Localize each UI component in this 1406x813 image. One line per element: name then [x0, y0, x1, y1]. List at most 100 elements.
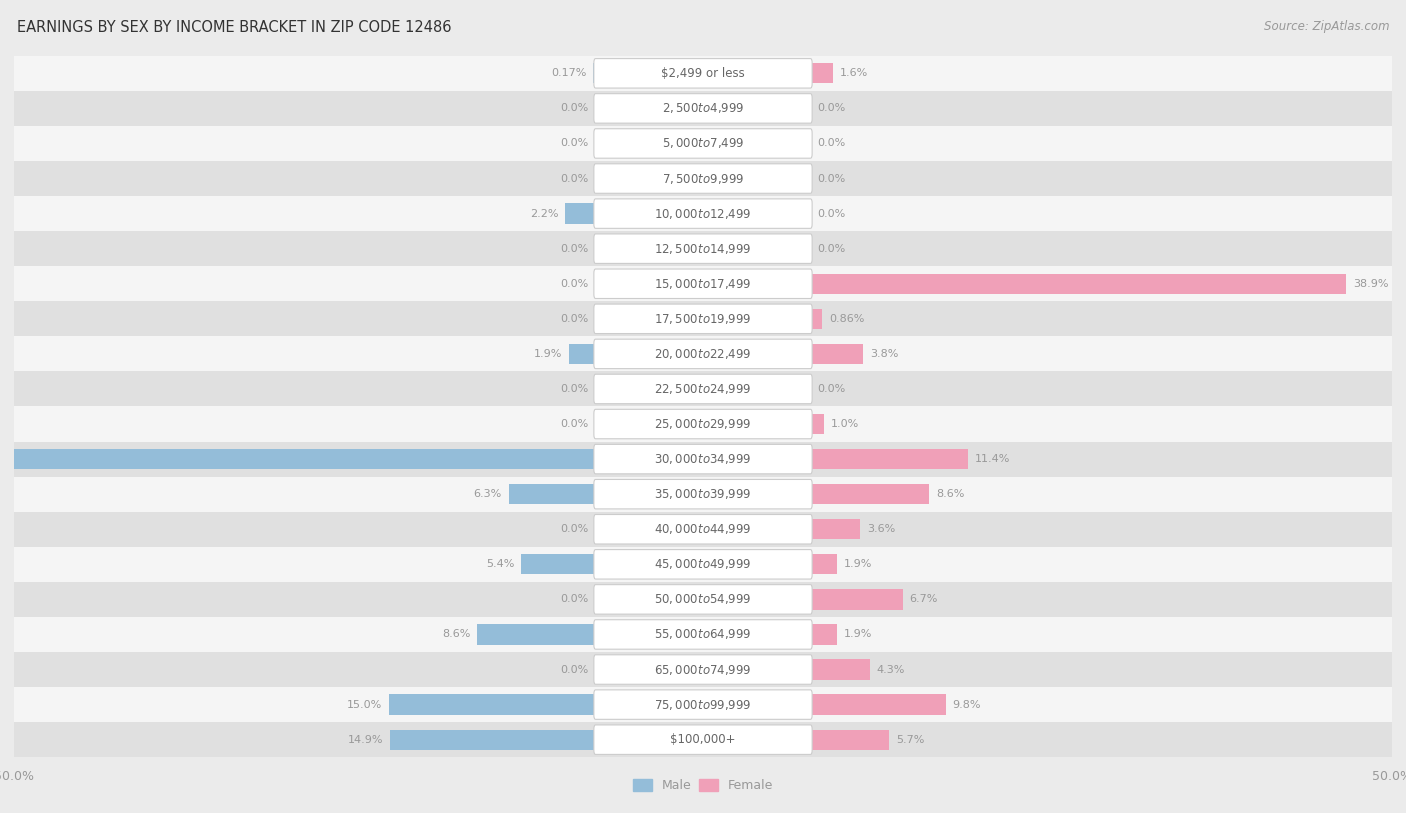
Text: 11.4%: 11.4%	[974, 454, 1010, 464]
Text: $55,000 to $64,999: $55,000 to $64,999	[654, 628, 752, 641]
Text: 15.0%: 15.0%	[347, 700, 382, 710]
Text: 0.0%: 0.0%	[561, 279, 589, 289]
Text: 1.9%: 1.9%	[844, 629, 872, 640]
Bar	[810, 624, 837, 645]
Text: 0.0%: 0.0%	[561, 103, 589, 113]
Bar	[810, 519, 860, 539]
Text: 14.9%: 14.9%	[347, 735, 384, 745]
FancyBboxPatch shape	[593, 304, 813, 333]
Bar	[389, 694, 596, 715]
Text: 0.0%: 0.0%	[561, 664, 589, 675]
Bar	[14, 161, 1392, 196]
Bar	[14, 56, 1392, 91]
Bar	[14, 617, 1392, 652]
FancyBboxPatch shape	[593, 690, 813, 720]
Text: 0.0%: 0.0%	[817, 138, 845, 149]
Text: 3.8%: 3.8%	[870, 349, 898, 359]
Bar	[14, 582, 1392, 617]
Bar	[810, 449, 967, 469]
Bar	[14, 722, 1392, 757]
Bar	[14, 652, 1392, 687]
Bar	[14, 337, 1392, 372]
FancyBboxPatch shape	[593, 339, 813, 368]
Text: 1.9%: 1.9%	[844, 559, 872, 569]
Text: $10,000 to $12,499: $10,000 to $12,499	[654, 207, 752, 220]
Text: $7,500 to $9,999: $7,500 to $9,999	[662, 172, 744, 185]
Text: 0.0%: 0.0%	[817, 173, 845, 184]
FancyBboxPatch shape	[593, 163, 813, 193]
FancyBboxPatch shape	[593, 480, 813, 509]
Legend: Male, Female: Male, Female	[628, 774, 778, 798]
Text: $40,000 to $44,999: $40,000 to $44,999	[654, 522, 752, 537]
FancyBboxPatch shape	[593, 620, 813, 650]
Text: 1.9%: 1.9%	[534, 349, 562, 359]
FancyBboxPatch shape	[593, 93, 813, 123]
Bar	[14, 687, 1392, 722]
Text: $2,500 to $4,999: $2,500 to $4,999	[662, 102, 744, 115]
Text: 0.0%: 0.0%	[561, 524, 589, 534]
Bar	[14, 91, 1392, 126]
Text: $100,000+: $100,000+	[671, 733, 735, 746]
Bar	[14, 547, 1392, 582]
Text: $22,500 to $24,999: $22,500 to $24,999	[654, 382, 752, 396]
FancyBboxPatch shape	[593, 199, 813, 228]
Text: $65,000 to $74,999: $65,000 to $74,999	[654, 663, 752, 676]
Bar	[509, 484, 596, 504]
Bar	[14, 126, 1392, 161]
Text: 0.17%: 0.17%	[551, 68, 586, 78]
Text: $17,500 to $19,999: $17,500 to $19,999	[654, 312, 752, 326]
Text: 0.0%: 0.0%	[817, 209, 845, 219]
Bar	[810, 344, 863, 364]
FancyBboxPatch shape	[593, 515, 813, 544]
Text: 5.4%: 5.4%	[486, 559, 515, 569]
FancyBboxPatch shape	[593, 409, 813, 439]
Bar	[565, 203, 596, 224]
Text: $12,500 to $14,999: $12,500 to $14,999	[654, 241, 752, 255]
Text: 0.0%: 0.0%	[561, 244, 589, 254]
FancyBboxPatch shape	[593, 725, 813, 754]
Text: 6.7%: 6.7%	[910, 594, 938, 604]
FancyBboxPatch shape	[593, 269, 813, 298]
Bar	[522, 554, 596, 575]
Bar	[14, 406, 1392, 441]
FancyBboxPatch shape	[593, 550, 813, 579]
Text: 5.7%: 5.7%	[896, 735, 924, 745]
Bar	[810, 414, 824, 434]
Text: $50,000 to $54,999: $50,000 to $54,999	[654, 593, 752, 606]
Text: 0.0%: 0.0%	[561, 173, 589, 184]
Text: 2.2%: 2.2%	[530, 209, 558, 219]
Bar	[569, 344, 596, 364]
FancyBboxPatch shape	[593, 654, 813, 685]
Bar	[477, 624, 596, 645]
Text: 0.0%: 0.0%	[817, 244, 845, 254]
Text: EARNINGS BY SEX BY INCOME BRACKET IN ZIP CODE 12486: EARNINGS BY SEX BY INCOME BRACKET IN ZIP…	[17, 20, 451, 35]
Bar	[14, 511, 1392, 547]
Text: 6.3%: 6.3%	[474, 489, 502, 499]
Text: $35,000 to $39,999: $35,000 to $39,999	[654, 487, 752, 501]
Bar	[810, 484, 929, 504]
FancyBboxPatch shape	[593, 374, 813, 404]
FancyBboxPatch shape	[593, 234, 813, 263]
Text: 0.0%: 0.0%	[561, 384, 589, 394]
Text: 8.6%: 8.6%	[441, 629, 470, 640]
Text: $15,000 to $17,499: $15,000 to $17,499	[654, 276, 752, 291]
Text: 0.0%: 0.0%	[561, 594, 589, 604]
Text: 8.6%: 8.6%	[936, 489, 965, 499]
FancyBboxPatch shape	[593, 445, 813, 474]
Text: 0.86%: 0.86%	[830, 314, 865, 324]
Bar	[810, 694, 945, 715]
Bar	[14, 441, 1392, 476]
Text: 0.0%: 0.0%	[561, 419, 589, 429]
Text: Source: ZipAtlas.com: Source: ZipAtlas.com	[1264, 20, 1389, 33]
Text: 9.8%: 9.8%	[952, 700, 981, 710]
Text: 0.0%: 0.0%	[561, 138, 589, 149]
Text: $2,499 or less: $2,499 or less	[661, 67, 745, 80]
Bar	[593, 63, 596, 84]
Text: 0.0%: 0.0%	[817, 103, 845, 113]
Bar	[810, 729, 889, 750]
Bar	[14, 266, 1392, 302]
FancyBboxPatch shape	[593, 59, 813, 88]
Bar	[0, 449, 596, 469]
Bar	[14, 231, 1392, 266]
Bar	[810, 659, 870, 680]
